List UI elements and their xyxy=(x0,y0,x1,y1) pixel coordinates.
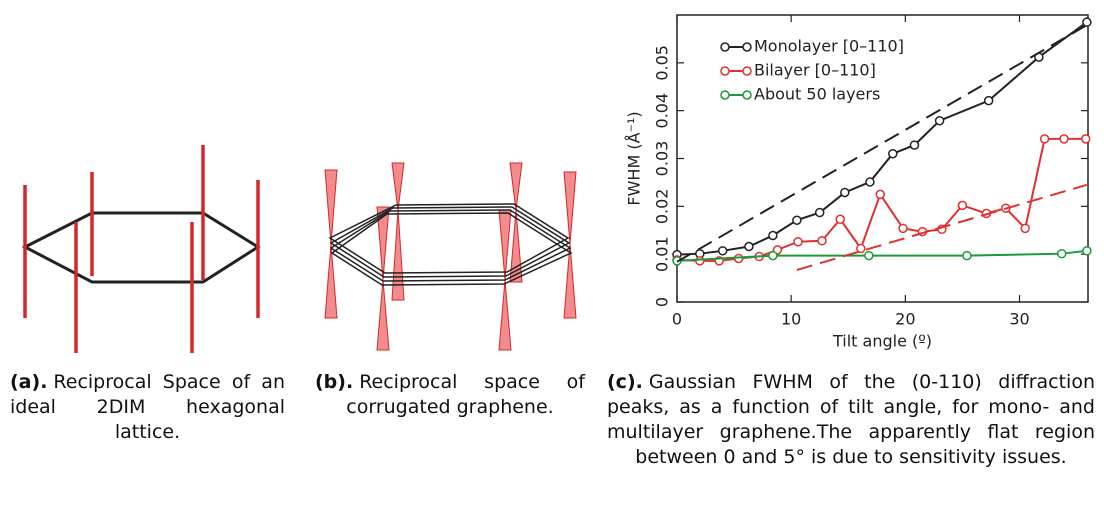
y-tick-label: 0.04 xyxy=(653,93,672,129)
reciprocal-cone xyxy=(324,169,338,319)
data-point xyxy=(1056,248,1067,259)
panel-b-diagram xyxy=(324,162,577,351)
x-tick-label: 20 xyxy=(895,310,915,329)
series-line xyxy=(676,137,1086,262)
hexagon-layer xyxy=(330,212,573,286)
legend-label: Bilayer [0–110] xyxy=(754,61,876,80)
series-line xyxy=(676,21,1088,256)
caption-b: (b). Reciprocal space of corrugated graph… xyxy=(315,370,585,420)
data-point xyxy=(814,207,825,218)
caption-a: (a). Reciprocal Space of an ideal 2DIM he… xyxy=(10,370,285,445)
legend-marker xyxy=(720,66,730,76)
legend-label: About 50 layers xyxy=(754,85,880,104)
data-point xyxy=(717,246,728,256)
data-point xyxy=(1080,134,1091,144)
legend-marker xyxy=(720,42,730,52)
panel-a-diagram xyxy=(21,145,261,353)
caption-label: (c). xyxy=(607,371,643,393)
data-point xyxy=(792,215,802,225)
data-point xyxy=(983,95,994,106)
legend-marker xyxy=(742,66,752,76)
y-tick-label: 0 xyxy=(653,297,672,307)
fit-line xyxy=(676,24,1088,263)
data-point xyxy=(864,250,874,261)
reciprocal-cone xyxy=(391,162,405,301)
y-tick-label: 0.03 xyxy=(653,141,672,177)
data-point xyxy=(835,214,846,224)
y-axis-label: FWHM (Å⁻¹) xyxy=(625,111,644,205)
data-point xyxy=(840,187,850,198)
y-tick-label: 0.02 xyxy=(653,189,672,225)
caption-c: (c). Gaussian FWHM of the (0-110) diffrac… xyxy=(607,370,1095,470)
data-point xyxy=(817,236,827,246)
data-point xyxy=(888,148,898,159)
data-point xyxy=(856,243,866,254)
caption-text: Reciprocal space of corrugated graphene. xyxy=(346,371,585,418)
data-point xyxy=(793,236,803,247)
data-point xyxy=(1039,134,1050,144)
data-point xyxy=(695,256,705,266)
legend-marker xyxy=(742,42,752,52)
legend-marker xyxy=(720,90,730,100)
x-axis-label: Tilt angle (º) xyxy=(832,332,932,351)
data-point xyxy=(1020,223,1030,234)
x-tick-label: 30 xyxy=(1009,310,1029,329)
fit-line xyxy=(796,183,1088,271)
data-point xyxy=(1059,134,1069,144)
legend-label: Monolayer [0–110] xyxy=(754,37,904,56)
x-tick-label: 10 xyxy=(781,310,801,329)
data-point xyxy=(909,140,920,150)
data-point xyxy=(1082,246,1092,256)
caption-label: (a). xyxy=(10,371,48,393)
hexagon-layer xyxy=(328,203,570,274)
data-point xyxy=(744,241,754,252)
reciprocal-cone xyxy=(376,206,390,351)
hexagon-layer xyxy=(329,206,571,278)
data-point xyxy=(768,250,778,261)
legend-marker xyxy=(742,90,752,100)
caption-text: Gaussian FWHM of the (0-110) diffraction… xyxy=(607,371,1095,468)
hexagon xyxy=(21,211,261,284)
data-point xyxy=(934,115,945,126)
data-point xyxy=(1082,17,1092,27)
reciprocal-cone xyxy=(563,171,577,319)
caption-label: (b). xyxy=(315,371,354,393)
data-point xyxy=(957,200,968,211)
chart: 0 10 20 30 0 0.01 0.02 0.03 0.04 0.05 Tilt angle (… xyxy=(625,14,1092,351)
data-point xyxy=(865,177,875,187)
data-point xyxy=(898,223,908,234)
hexagon-layer xyxy=(329,209,572,282)
y-tick-label: 0.05 xyxy=(653,45,672,81)
data-point xyxy=(875,189,885,200)
x-tick-label: 0 xyxy=(672,310,682,329)
y-tick-label: 0.01 xyxy=(653,236,672,272)
data-point xyxy=(962,250,972,261)
data-point xyxy=(768,230,778,241)
caption-text: Reciprocal Space of an ideal 2DIM hexago… xyxy=(10,371,285,443)
